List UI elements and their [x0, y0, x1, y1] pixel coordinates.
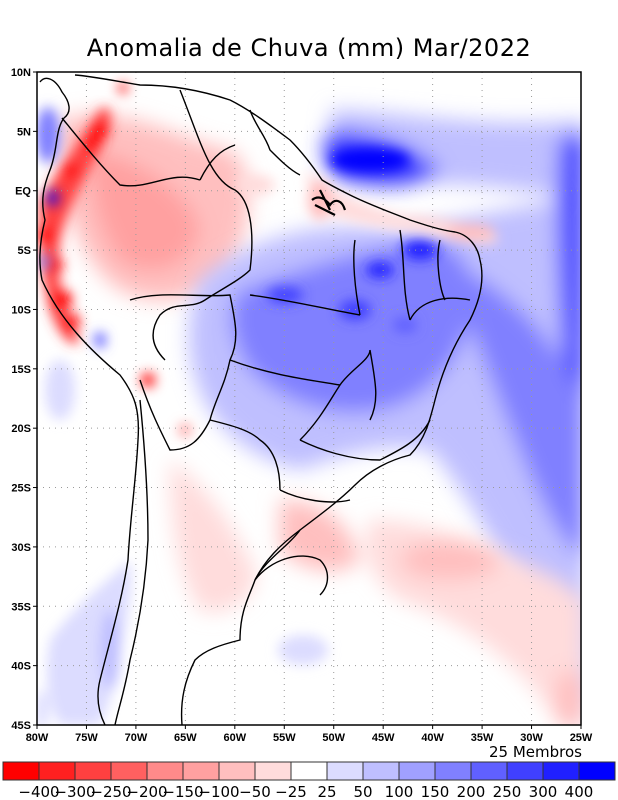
y-tick-label: 5S	[18, 245, 31, 257]
colorbar-label: −200	[126, 783, 167, 800]
chart-title: Anomalia de Chuva (mm) Mar/2022	[86, 34, 532, 62]
colorbar-label: 100	[385, 783, 414, 800]
coastlines-borders	[39, 74, 483, 725]
anomaly-field	[37, 72, 581, 725]
y-tick-label: 10S	[11, 304, 31, 316]
colorbar-label: 150	[421, 783, 450, 800]
colorbar-label: 400	[565, 783, 594, 800]
colorbar-swatch	[326, 761, 364, 781]
colorbar-swatch	[254, 761, 292, 781]
x-tick-label: 40W	[421, 732, 444, 744]
y-tick-label: 45S	[11, 720, 31, 732]
colorbar-swatch	[38, 761, 76, 781]
colorbar-label: 25	[317, 783, 336, 800]
x-axis-ticks: 80W 75W 70W 65W 60W 55W 50W 45W 40W 35W 30W 25W	[26, 725, 593, 744]
colorbar-swatch	[146, 761, 184, 781]
y-tick-label: 25S	[11, 483, 31, 495]
colorbar-label: −300	[54, 783, 95, 800]
colorbar-label: 300	[529, 783, 558, 800]
colorbar-label: 200	[457, 783, 486, 800]
south-america-coastline	[39, 74, 483, 725]
colorbar-swatch	[74, 761, 112, 781]
members-label: 25 Membros	[489, 743, 582, 761]
x-tick-label: 65W	[174, 732, 197, 744]
y-tick-label: EQ	[15, 186, 31, 198]
y-axis-ticks: 10N 5N EQ 5S 10S 15S 20S 25S 30S 35S 40S 45S	[11, 67, 37, 732]
grid-lines	[37, 72, 581, 725]
y-tick-label: 5N	[17, 126, 31, 138]
y-tick-label: 15S	[11, 364, 31, 376]
positive-anomaly-pacific-coast	[37, 107, 106, 348]
x-tick-label: 80W	[26, 732, 49, 744]
positive-anomaly-cores	[267, 148, 438, 333]
colorbar: −400−300−250−200−150−100 −50 −25 25 50 100 150…	[2, 761, 616, 800]
negative-anomaly-west	[60, 114, 249, 301]
y-tick-label: 30S	[11, 542, 31, 554]
paraguay-uruguay-borders	[209, 419, 351, 596]
colorbar-label: −150	[162, 783, 203, 800]
colorbar-label: −100	[198, 783, 239, 800]
brazil-states-north	[249, 229, 471, 321]
x-tick-label: 50W	[322, 732, 345, 744]
brazil-states-central	[229, 349, 431, 461]
x-tick-label: 55W	[273, 732, 296, 744]
negative-anomaly-south	[170, 460, 581, 725]
colorbar-swatch	[542, 761, 580, 781]
positive-anomaly-south	[37, 360, 328, 725]
y-tick-label: 40S	[11, 661, 31, 673]
colorbar-label: −25	[275, 783, 307, 800]
y-tick-label: 20S	[11, 423, 31, 435]
amazon-delta	[311, 189, 347, 216]
colorbar-swatch	[578, 761, 616, 781]
colorbar-label: 50	[353, 783, 372, 800]
x-tick-label: 70W	[125, 732, 148, 744]
x-tick-label: 45W	[372, 732, 395, 744]
positive-anomaly-brazil	[189, 110, 581, 716]
brazil-border-west	[152, 89, 253, 361]
x-tick-label: 30W	[520, 732, 543, 744]
colorbar-label: 250	[493, 783, 522, 800]
y-tick-label: 10N	[11, 67, 31, 79]
map-frame	[36, 71, 582, 726]
colorbar-swatch	[398, 761, 436, 781]
colorbar-swatch	[2, 761, 40, 781]
negative-anomaly-andes	[37, 83, 191, 436]
bolivia-border	[129, 294, 237, 451]
colorbar-swatch	[218, 761, 256, 781]
x-tick-label: 35W	[471, 732, 494, 744]
colorbar-swatch	[434, 761, 472, 781]
colorbar-swatch	[182, 761, 220, 781]
colorbar-label: −250	[90, 783, 131, 800]
x-tick-label: 75W	[75, 732, 98, 744]
y-tick-label: 35S	[11, 601, 31, 613]
colorbar-swatch	[362, 761, 400, 781]
x-tick-label: 25W	[570, 732, 593, 744]
colorbar-label: −50	[239, 783, 271, 800]
northern-borders	[61, 109, 301, 187]
colorbar-label: −400	[18, 783, 59, 800]
x-tick-label: 60W	[224, 732, 247, 744]
colorbar-swatch	[290, 761, 328, 781]
colorbar-swatch	[110, 761, 148, 781]
argentina-chile-border	[114, 399, 149, 725]
colorbar-swatch	[506, 761, 544, 781]
colorbar-swatch	[470, 761, 508, 781]
